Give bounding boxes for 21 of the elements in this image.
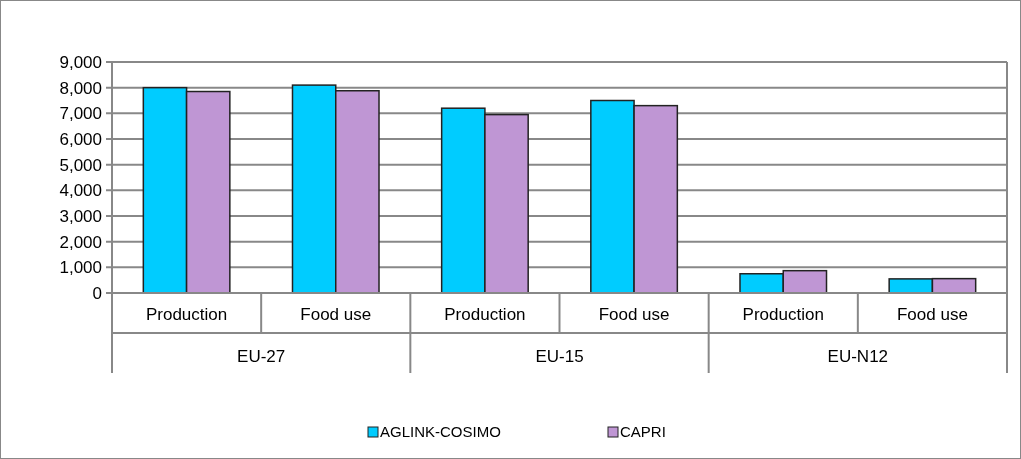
x-tick-label: Production	[742, 305, 824, 324]
legend-label: CAPRI	[620, 423, 666, 440]
y-tick-label: 3,000	[59, 206, 102, 226]
x-tick-label: Food use	[300, 305, 372, 324]
x-tick-label: Production	[145, 305, 228, 324]
y-tick-label: 1,000	[59, 258, 102, 278]
y-tick-label: 0	[92, 283, 102, 303]
x-tick-label: Production	[444, 305, 526, 324]
legend-label: AGLINK-COSIMO	[380, 423, 501, 440]
y-tick-label: 5,000	[59, 155, 102, 175]
y-tick-label: 4,000	[59, 181, 102, 201]
y-tick-label: 6,000	[59, 129, 102, 149]
y-tick-label: 7,000	[59, 104, 102, 124]
text: EU-N12	[827, 347, 889, 366]
text: EU-15	[535, 347, 584, 366]
y-tick-label: 9,000	[59, 52, 102, 72]
x-tick-label: Food use	[598, 305, 670, 324]
y-tick-label: 8,000	[59, 78, 102, 98]
x-tick-label: Food use	[896, 305, 968, 324]
y-tick-label: 2,000	[59, 232, 102, 252]
text: EU-27	[237, 347, 286, 366]
